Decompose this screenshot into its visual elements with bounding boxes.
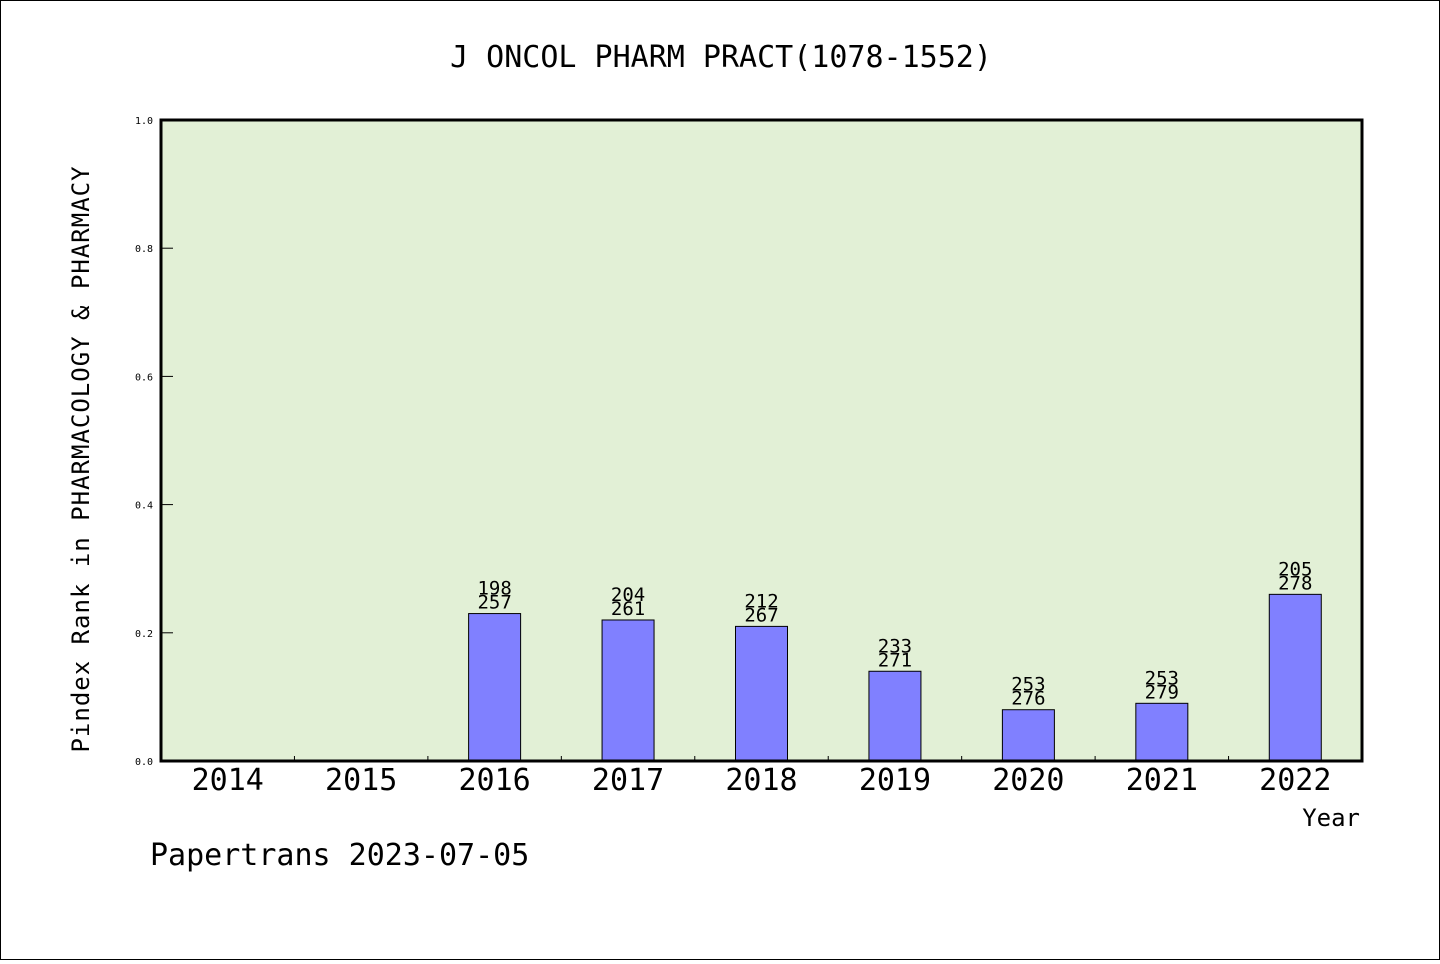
- bar: [468, 613, 522, 762]
- bar-label-lower: 278: [1278, 572, 1312, 594]
- bar: [1001, 709, 1055, 762]
- y-tick-label: 1.0: [135, 116, 153, 127]
- x-axis-label: Year: [1302, 804, 1360, 832]
- y-axis-label: Pindex Rank in PHARMACOLOGY & PHARMACY: [67, 165, 95, 752]
- y-tick-label: 0.8: [135, 244, 153, 255]
- x-tick-label: 2022: [1259, 763, 1331, 798]
- x-tick-label: 2016: [458, 763, 530, 798]
- bar: [868, 670, 922, 762]
- x-tick-label: 2019: [859, 763, 931, 798]
- bar: [735, 625, 788, 762]
- y-tick-label: 0.0: [135, 757, 153, 768]
- bar-label-lower: 271: [878, 649, 912, 671]
- bar-label-upper: 204: [611, 584, 645, 606]
- y-tick-label: 0.6: [135, 372, 153, 383]
- bar-label-lower: 257: [477, 592, 511, 614]
- bar: [1135, 702, 1189, 762]
- ticks-group: 2014 2015 2016 2017 2018 2019 2020 2021 2022 0.0 0…: [135, 116, 1331, 798]
- bar-label-lower: 279: [1145, 681, 1179, 703]
- bar-label-lower: 261: [611, 598, 645, 620]
- bar-label-lower: 267: [744, 604, 778, 626]
- x-tick-label: 2021: [1126, 763, 1198, 798]
- footer-credit: Papertrans 2023-07-05: [150, 838, 529, 873]
- x-tick-label: 2018: [725, 763, 797, 798]
- bar-label-upper: 253: [1145, 667, 1179, 689]
- bar-label-upper: 253: [1011, 674, 1045, 696]
- bar-label-lower: 276: [1011, 688, 1045, 710]
- bar-label-upper: 198: [477, 578, 511, 600]
- bar-label-upper: 233: [878, 635, 912, 657]
- x-tick-label: 2017: [592, 763, 664, 798]
- bars-group: [468, 593, 1322, 762]
- bar: [601, 619, 655, 762]
- y-tick-label: 0.2: [135, 629, 153, 640]
- x-tick-label: 2014: [192, 763, 264, 798]
- bar: [1268, 593, 1322, 762]
- bar-label-upper: 212: [744, 590, 778, 612]
- y-tick-label: 0.4: [135, 501, 153, 512]
- x-tick-label: 2020: [992, 763, 1064, 798]
- plot-border: [159, 118, 1364, 763]
- bar-label-upper: 205: [1278, 558, 1312, 580]
- x-tick-label: 2015: [325, 763, 397, 798]
- chart-title: J ONCOL PHARM PRACT(1078-1552): [450, 40, 992, 75]
